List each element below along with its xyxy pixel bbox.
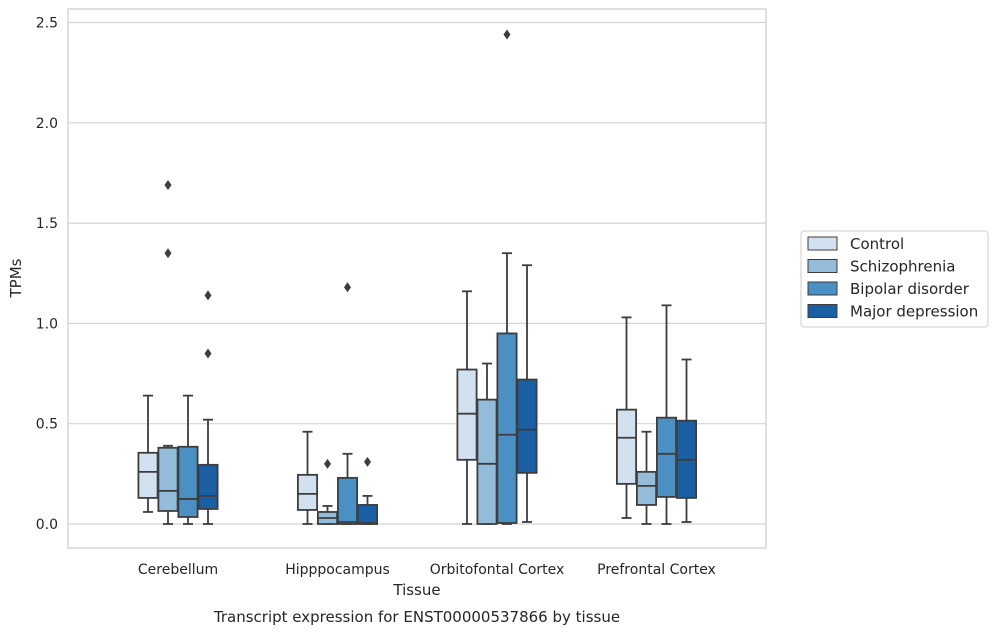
chart-caption: Transcript expression for ENST0000053786… bbox=[213, 608, 620, 626]
y-tick-label: 0.5 bbox=[36, 417, 58, 433]
box-control bbox=[616, 316, 638, 519]
outlier-marker bbox=[164, 179, 172, 190]
plot-frame bbox=[67, 8, 767, 549]
box-body bbox=[177, 445, 199, 518]
legend-label: Control bbox=[850, 235, 904, 253]
y-tick-label: 2.5 bbox=[36, 16, 58, 32]
outlier-marker bbox=[324, 458, 331, 469]
box-control bbox=[296, 430, 318, 525]
box-body bbox=[157, 446, 179, 512]
x-tick-label: Prefrontal Cortex bbox=[597, 562, 716, 578]
x-axis-label: Tissue bbox=[392, 581, 440, 599]
box-control bbox=[456, 290, 478, 525]
box-major-depression bbox=[516, 264, 538, 523]
y-tick-labels: 0.0 0.5 1.0 1.5 2.0 2.5 bbox=[36, 16, 58, 534]
legend-swatch bbox=[807, 236, 838, 251]
legend-frame bbox=[800, 230, 989, 328]
y-axis-label: TPMs bbox=[7, 258, 25, 298]
y-tick-label: 1.0 bbox=[36, 316, 58, 332]
box-body bbox=[137, 451, 159, 499]
outlier-marker bbox=[364, 456, 371, 467]
box-body bbox=[197, 463, 219, 510]
legend-label: Major depression bbox=[850, 303, 978, 321]
x-tick-labels: Cerebellum Hipppocampus Orbitofontal Corte… bbox=[138, 562, 716, 578]
box-body bbox=[356, 504, 378, 525]
y-tick-label: 1.5 bbox=[36, 216, 58, 232]
outlier-marker bbox=[344, 282, 351, 293]
y-tick-label: 0.0 bbox=[36, 517, 58, 533]
x-tick-label: Hipppocampus bbox=[285, 562, 390, 578]
box-schizophrenia bbox=[316, 458, 338, 525]
x-tick-label: Cerebellum bbox=[138, 562, 218, 578]
box-body bbox=[456, 368, 478, 461]
box-body bbox=[476, 398, 498, 525]
box-body bbox=[656, 416, 678, 498]
box-major-depression bbox=[356, 456, 378, 525]
legend-swatch bbox=[807, 281, 838, 296]
legend-swatch bbox=[807, 304, 838, 318]
y-tick-label: 2.0 bbox=[36, 116, 58, 132]
box-major-depression bbox=[197, 290, 219, 525]
box-body bbox=[496, 332, 518, 524]
box-major-depression bbox=[676, 358, 698, 523]
box-control bbox=[137, 394, 159, 513]
legend: Control Schizophrenia Bipolar disorder Majo… bbox=[800, 230, 989, 328]
box-body bbox=[616, 408, 638, 485]
box-body bbox=[636, 470, 658, 506]
legend-label: Bipolar disorder bbox=[850, 280, 970, 298]
box-body bbox=[296, 473, 318, 511]
legend-label: Schizophrenia bbox=[850, 258, 955, 276]
box-bipolar-disorder bbox=[336, 282, 358, 525]
x-tick-label: Orbitofontal Cortex bbox=[430, 562, 565, 578]
outlier-marker bbox=[204, 290, 212, 301]
box-bipolar-disorder bbox=[656, 304, 678, 525]
legend-swatch bbox=[807, 259, 838, 273]
outlier-marker bbox=[164, 248, 172, 259]
box-body bbox=[516, 378, 538, 474]
outlier-marker bbox=[204, 348, 212, 359]
boxes bbox=[137, 29, 698, 525]
outlier-marker bbox=[503, 29, 511, 40]
box-body bbox=[336, 476, 358, 525]
box-bipolar-disorder bbox=[177, 394, 199, 525]
